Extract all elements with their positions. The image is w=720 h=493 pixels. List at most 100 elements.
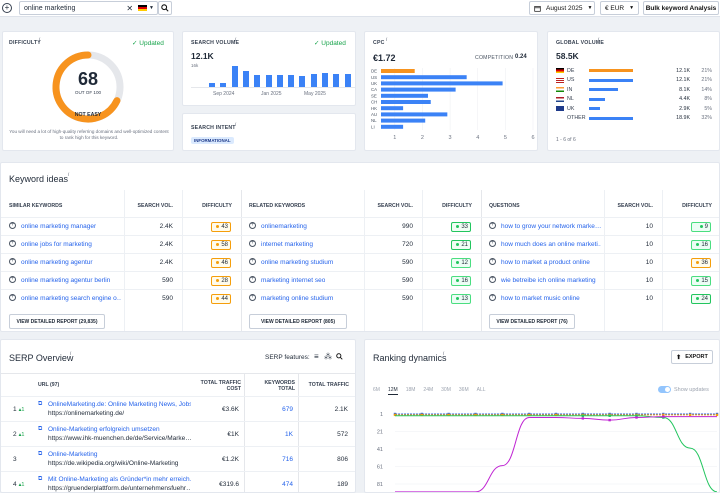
add-keyword-icon[interactable]: + [9,294,16,301]
search-volume-chart [191,66,355,88]
show-updates-toggle[interactable]: Show updates [658,386,709,393]
keyword-row[interactable]: + online marketing studium 590 12 [241,253,481,271]
keyword-link[interactable]: onlinemarketing [261,223,307,230]
keyword-row[interactable]: + how much does an online marketi… 10 16 [481,235,719,253]
add-keyword-icon[interactable]: + [249,258,256,265]
cpc-bar [381,118,426,123]
bulk-keyword-analysis-button[interactable]: Bulk keyword Analysis [643,1,719,15]
info-icon[interactable]: i [386,37,388,43]
view-detailed-report-button[interactable]: VIEW DETAILED REPORT (76) [489,314,575,329]
add-keyword-icon[interactable]: + [249,240,256,247]
toggle-switch[interactable] [658,386,671,393]
add-keyword-icon[interactable]: + [9,258,16,265]
cpc-category-label: NL [371,118,377,123]
add-keyword-icon[interactable]: + [2,3,12,13]
add-keyword-icon[interactable]: + [489,294,496,301]
flag-icon [556,87,564,93]
range-tab[interactable]: 18M [405,387,416,393]
serp-result-title[interactable]: OnlineMarketing.de: Online Marketing New… [48,401,191,408]
list-view-icon[interactable]: ≡ [314,352,319,361]
keyword-row[interactable]: + how to market a product online 10 36 [481,253,719,271]
serp-result-title[interactable]: Mit Online-Marketing als Gründer*in mehr… [48,476,191,483]
keyword-link[interactable]: wie betreibe ich online marketing [501,277,596,284]
range-tab[interactable]: 6M [373,387,380,393]
search-icon[interactable] [336,353,343,360]
info-icon[interactable]: i [39,37,41,43]
external-link-icon[interactable]: ⧉ [38,476,43,482]
info-icon[interactable]: i [598,37,600,43]
sitemap-icon[interactable]: ⁂ [324,352,332,361]
keyword-link[interactable]: online marketing studium [261,259,334,266]
keyword-row[interactable]: + online marketing agentur berlin 590 28 [1,271,241,289]
range-tab[interactable]: 12M [387,387,398,395]
country-code: UK [567,105,575,112]
add-keyword-icon[interactable]: + [249,276,256,283]
currency-selector[interactable]: € EUR ▼ [600,1,639,15]
range-tab[interactable]: 24M [423,387,434,393]
serp-position: 3 [13,456,17,463]
keyword-link[interactable]: online jobs for marketing [21,241,92,248]
keywords-total-link[interactable]: 716 [282,456,293,463]
clear-icon[interactable]: ✕ [126,3,134,13]
external-link-icon[interactable]: ⧉ [38,451,43,457]
info-icon[interactable]: i [235,122,237,128]
competition-value: 0.24 [515,54,527,60]
keyword-row[interactable]: + online marketing manager 2.4K 43 [1,217,241,235]
keywords-total-link[interactable]: 474 [282,481,293,488]
add-keyword-icon[interactable]: + [249,222,256,229]
search-button[interactable] [158,1,172,15]
chevron-down-icon[interactable]: ▼ [149,5,154,11]
keyword-row[interactable]: + onlinemarketing 990 33 [241,217,481,235]
view-detailed-report-button[interactable]: VIEW DETAILED REPORT (29,835) [9,314,105,329]
keyword-row[interactable]: + online jobs for marketing 2.4K 58 [1,235,241,253]
info-icon[interactable]: i [70,351,72,357]
add-keyword-icon[interactable]: + [489,222,496,229]
position-change: ▴1 [18,407,25,413]
keyword-link[interactable]: online marketing agentur berlin [21,277,111,284]
keywords-total-link[interactable]: 1K [285,431,293,438]
external-link-icon[interactable]: ⧉ [38,401,43,407]
germany-flag-icon[interactable] [138,5,148,11]
keyword-link[interactable]: online marketing agentur [21,259,93,266]
external-link-icon[interactable]: ⧉ [38,426,43,432]
keyword-link[interactable]: online marketing manager [21,223,97,230]
keyword-link[interactable]: how much does an online marketi… [501,241,601,248]
keyword-row[interactable]: + online marketing agentur 2.4K 46 [1,253,241,271]
view-detailed-report-button[interactable]: VIEW DETAILED REPORT (805) [249,314,347,329]
keyword-row[interactable]: + marketing internet seo 590 16 [241,271,481,289]
keyword-link[interactable]: internet marketing [261,241,314,248]
serp-title: SERP Overview [9,353,74,363]
keyword-link[interactable]: how to grow your network marke… [501,223,601,230]
add-keyword-icon[interactable]: + [9,276,16,283]
export-button[interactable]: ⬆ EXPORT [671,350,713,364]
keyword-link[interactable]: online marketing search engine o… [21,295,121,302]
country-row: UK 2.9K 5% [556,104,719,114]
add-keyword-icon[interactable]: + [9,222,16,229]
info-icon[interactable]: i [68,172,70,178]
keyword-row[interactable]: + internet marketing 720 21 [241,235,481,253]
keyword-link[interactable]: marketing online studium [261,295,334,302]
keyword-row[interactable]: + how to market music online 10 24 [481,289,719,307]
serp-result-title[interactable]: Online-Marketing [48,451,98,458]
info-icon[interactable]: i [235,37,237,43]
keyword-link[interactable]: how to market music online [501,295,580,302]
range-tab[interactable]: ALL [476,387,486,393]
keywords-total-link[interactable]: 679 [282,406,293,413]
keyword-row[interactable]: + online marketing search engine o… 590 44 [1,289,241,307]
info-icon[interactable]: i [443,351,445,357]
keyword-link[interactable]: how to market a product online [501,259,590,266]
range-tab[interactable]: 30M [441,387,451,393]
range-tab[interactable]: 36M [458,387,469,393]
keyword-link[interactable]: marketing internet seo [261,277,326,284]
keyword-row[interactable]: + wie betreibe ich online marketing 10 15 [481,271,719,289]
add-keyword-icon[interactable]: + [9,240,16,247]
add-keyword-icon[interactable]: + [249,294,256,301]
add-keyword-icon[interactable]: + [489,258,496,265]
keyword-row[interactable]: + marketing online studium 590 13 [241,289,481,307]
add-keyword-icon[interactable]: + [489,240,496,247]
keyword-row[interactable]: + how to grow your network marke… 10 9 [481,217,719,235]
date-selector[interactable]: August 2025 ▼ [529,1,595,15]
search-input[interactable]: online marketing [24,4,76,12]
serp-result-title[interactable]: Online-Marketing erfolgreich umsetzen [48,426,160,433]
add-keyword-icon[interactable]: + [489,276,496,283]
